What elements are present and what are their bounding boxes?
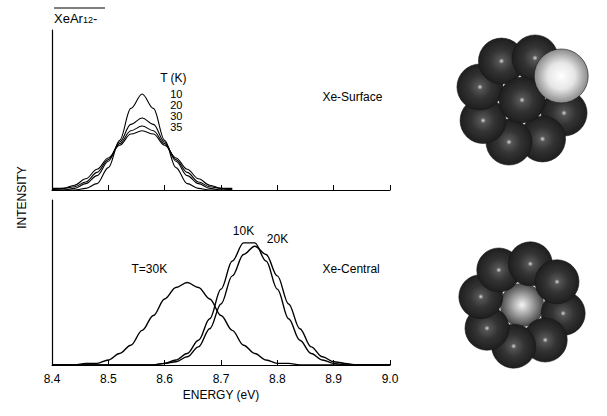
svg-text:Xe-Central: Xe-Central: [322, 262, 379, 276]
svg-text:-: -: [93, 11, 97, 26]
svg-text:T=30K: T=30K: [131, 262, 167, 276]
svg-text:10K: 10K: [233, 224, 254, 238]
svg-text:35: 35: [170, 121, 182, 133]
svg-text:8.9: 8.9: [325, 372, 342, 386]
svg-text:ENERGY (eV): ENERGY (eV): [183, 388, 259, 402]
svg-text:Xe-Surface: Xe-Surface: [322, 90, 382, 104]
svg-text:30: 30: [170, 110, 183, 122]
svg-text:T (K): T (K): [160, 71, 186, 85]
svg-text:8.6: 8.6: [156, 372, 173, 386]
svg-text:8.5: 8.5: [100, 372, 117, 386]
svg-text:8.7: 8.7: [213, 372, 230, 386]
svg-text:XeAr: XeAr: [54, 11, 84, 26]
svg-text:20: 20: [170, 99, 183, 111]
svg-text:INTENSITY: INTENSITY: [15, 166, 29, 229]
svg-text:20K: 20K: [267, 232, 288, 246]
svg-text:9.0: 9.0: [382, 372, 399, 386]
svg-text:8.4: 8.4: [44, 372, 61, 386]
svg-text:12: 12: [83, 15, 93, 25]
svg-text:8.8: 8.8: [269, 372, 286, 386]
svg-text:10: 10: [170, 88, 183, 100]
